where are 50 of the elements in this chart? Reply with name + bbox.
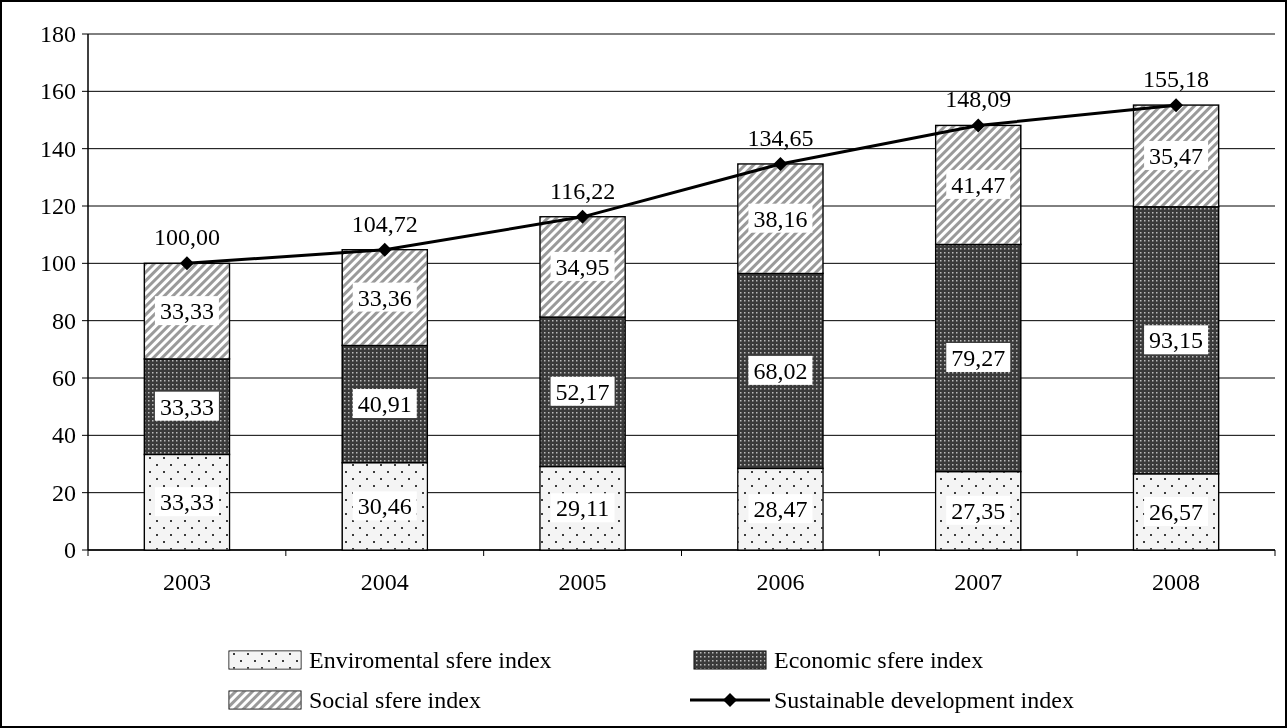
data-label: 40,91 xyxy=(357,391,412,418)
data-label: 100,00 xyxy=(153,224,220,251)
x-tick-label: 2004 xyxy=(360,569,409,595)
data-label: 134,65 xyxy=(747,125,814,151)
data-label: 33,33 xyxy=(159,393,214,420)
x-tick-label: 2007 xyxy=(954,569,1003,595)
point xyxy=(971,118,986,133)
data-label: 68,02 xyxy=(753,357,808,384)
data-label: 26,57 xyxy=(1149,498,1204,525)
point xyxy=(575,209,590,224)
y-tick-label: 80 xyxy=(52,307,76,334)
y-tick-label: 60 xyxy=(52,365,76,391)
y-tick-label: 160 xyxy=(40,78,76,105)
data-label: 52,17 xyxy=(555,378,610,405)
legend-label: Sustainable development index xyxy=(774,687,1074,713)
data-label: 29,11 xyxy=(556,495,610,522)
legend-label: Economic sfere index xyxy=(774,647,984,673)
y-tick-label: 120 xyxy=(40,193,76,219)
x-tick-label: 2006 xyxy=(756,569,805,595)
y-tick-label: 100 xyxy=(40,250,76,277)
data-label: 38,16 xyxy=(753,205,808,232)
data-label: 79,27 xyxy=(951,344,1006,371)
data-label: 33,36 xyxy=(357,284,412,311)
x-tick-label: 2008 xyxy=(1152,569,1201,595)
point xyxy=(377,242,392,257)
point xyxy=(773,157,788,171)
data-label: 28,47 xyxy=(753,496,808,523)
y-tick-label: 40 xyxy=(52,422,76,449)
point xyxy=(179,256,194,271)
data-label: 35,47 xyxy=(1149,142,1204,169)
data-label: 116,22 xyxy=(550,177,616,204)
x-tick-label: 2003 xyxy=(162,569,211,595)
data-label: 104,72 xyxy=(351,210,418,237)
data-label: 30,46 xyxy=(357,493,412,520)
data-label: 27,35 xyxy=(951,497,1006,524)
data-label: 93,15 xyxy=(1149,327,1204,354)
y-tick-label: 0 xyxy=(64,537,76,563)
y-tick-label: 140 xyxy=(40,135,76,162)
data-label: 148,09 xyxy=(945,86,1012,113)
data-label: 41,47 xyxy=(951,171,1006,198)
data-label: 33,33 xyxy=(159,489,214,516)
legend-label: Enviromental sfere index xyxy=(309,647,552,673)
data-label: 155,18 xyxy=(1143,66,1210,93)
y-tick-label: 180 xyxy=(40,21,76,47)
y-tick-label: 20 xyxy=(52,479,76,506)
data-label: 33,33 xyxy=(159,298,214,325)
x-tick-label: 2005 xyxy=(558,569,607,595)
data-label: 34,95 xyxy=(555,253,610,280)
legend-label: Social sfere index xyxy=(309,687,481,713)
point xyxy=(1169,98,1184,113)
